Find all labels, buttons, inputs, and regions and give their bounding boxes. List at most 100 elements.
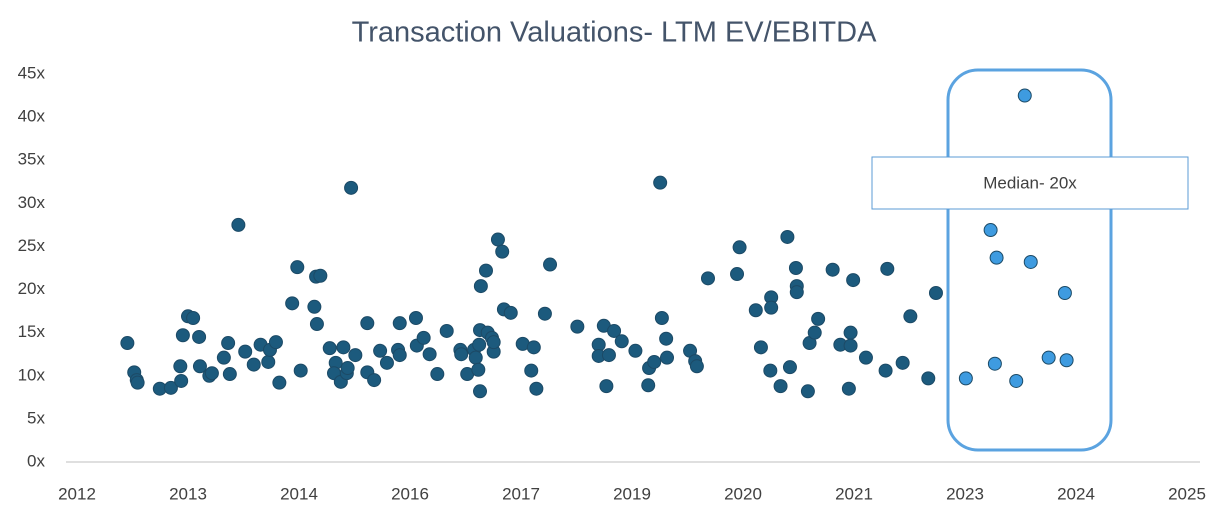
point [344, 180, 359, 195]
point [878, 363, 893, 378]
point [490, 232, 505, 247]
point [654, 311, 669, 326]
point [471, 362, 486, 377]
point [570, 319, 585, 334]
point [285, 296, 300, 311]
point [130, 375, 145, 390]
point [607, 323, 622, 338]
y-tick-label: 35x [18, 150, 46, 169]
point [601, 348, 616, 363]
point [1023, 254, 1038, 269]
point [192, 359, 207, 374]
point [753, 340, 768, 355]
point [689, 359, 704, 374]
point [221, 336, 236, 351]
point [653, 175, 668, 190]
point [174, 373, 189, 388]
point [454, 347, 469, 362]
point [730, 267, 745, 282]
point [614, 334, 629, 349]
point [473, 384, 488, 399]
y-tick-label: 45x [18, 63, 46, 82]
x-tick-label: 2023 [946, 484, 984, 503]
point [1009, 373, 1024, 388]
point [858, 350, 873, 365]
x-tick-label: 2016 [391, 484, 429, 503]
point [472, 337, 487, 352]
point [526, 340, 541, 355]
point [732, 240, 747, 255]
point [764, 300, 779, 315]
point [987, 356, 1002, 371]
chart-title: Transaction Valuations- LTM EV/EBITDA [352, 17, 878, 49]
point [430, 367, 445, 382]
point [524, 363, 539, 378]
point [309, 317, 324, 332]
point [543, 257, 558, 272]
point [780, 229, 795, 244]
point [186, 311, 201, 326]
x-tick-label: 2017 [502, 484, 540, 503]
x-tick-label: 2012 [58, 484, 96, 503]
point [983, 223, 998, 238]
point [120, 336, 135, 351]
point [360, 316, 375, 331]
point [439, 323, 454, 338]
point [238, 344, 253, 359]
point [408, 311, 423, 326]
point [958, 371, 973, 386]
point [290, 260, 305, 275]
point [313, 268, 328, 283]
point [336, 340, 351, 355]
point [495, 244, 510, 259]
x-tick-label: 2020 [724, 484, 762, 503]
point [825, 262, 840, 277]
point [1041, 350, 1056, 365]
point [261, 354, 276, 369]
y-tick-label: 40x [18, 107, 46, 126]
x-tick-label: 2019 [613, 484, 651, 503]
point [478, 263, 493, 278]
plot-area: 0x 5x 10x 15x 20x 25x 30x 35x 40x 45x 2012 2013 2014… [18, 63, 1206, 503]
annotation-box [871, 156, 1189, 210]
point [293, 363, 308, 378]
point [846, 273, 861, 288]
point [700, 271, 715, 286]
point [989, 250, 1004, 265]
y-tick-label: 20x [18, 279, 46, 298]
point [322, 341, 337, 356]
point [416, 330, 431, 345]
y-tick-label: 25x [18, 236, 46, 255]
point [373, 343, 388, 358]
point [628, 343, 643, 358]
point [246, 357, 261, 372]
point [782, 360, 797, 375]
point [647, 354, 662, 369]
point [763, 363, 778, 378]
x-tick-label: 2014 [280, 484, 318, 503]
point [807, 325, 822, 340]
point [392, 316, 407, 331]
point [340, 361, 355, 376]
point [348, 348, 363, 363]
point [748, 303, 763, 318]
point [392, 348, 407, 363]
point [921, 371, 936, 386]
point [599, 379, 614, 394]
point [379, 355, 394, 370]
point [789, 285, 804, 300]
point [503, 305, 518, 320]
y-tick-label: 30x [18, 193, 46, 212]
point [272, 375, 287, 390]
point [788, 261, 803, 275]
point [1057, 286, 1072, 301]
x-tick-label: 2021 [835, 484, 873, 503]
point [880, 261, 895, 276]
y-tick-label: 0x [27, 451, 45, 470]
y-tick-label: 10x [18, 365, 46, 384]
point [163, 380, 178, 395]
point [307, 299, 322, 314]
point [811, 311, 826, 326]
point [216, 350, 231, 365]
point [173, 359, 188, 374]
